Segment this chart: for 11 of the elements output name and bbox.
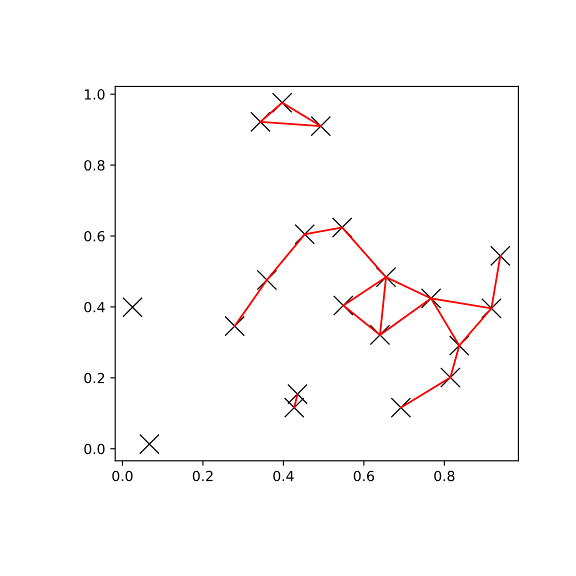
x-tick-label: 0.2 — [192, 470, 213, 482]
x-tick-label: 0.6 — [354, 470, 374, 482]
y-tick-label: 0.6 — [84, 230, 105, 242]
y-tick-label: 0.4 — [84, 302, 105, 312]
x-tick-label: 0.8 — [434, 470, 454, 482]
y-tick-label: 1.0 — [84, 89, 105, 100]
y-tick-label: 0.2 — [84, 372, 104, 384]
x-tick-label: 0.0 — [112, 470, 133, 482]
y-tick-label: 0.0 — [84, 444, 105, 454]
y-tick-label: 0.8 — [84, 160, 105, 171]
x-tick-label: 0.4 — [273, 470, 294, 482]
